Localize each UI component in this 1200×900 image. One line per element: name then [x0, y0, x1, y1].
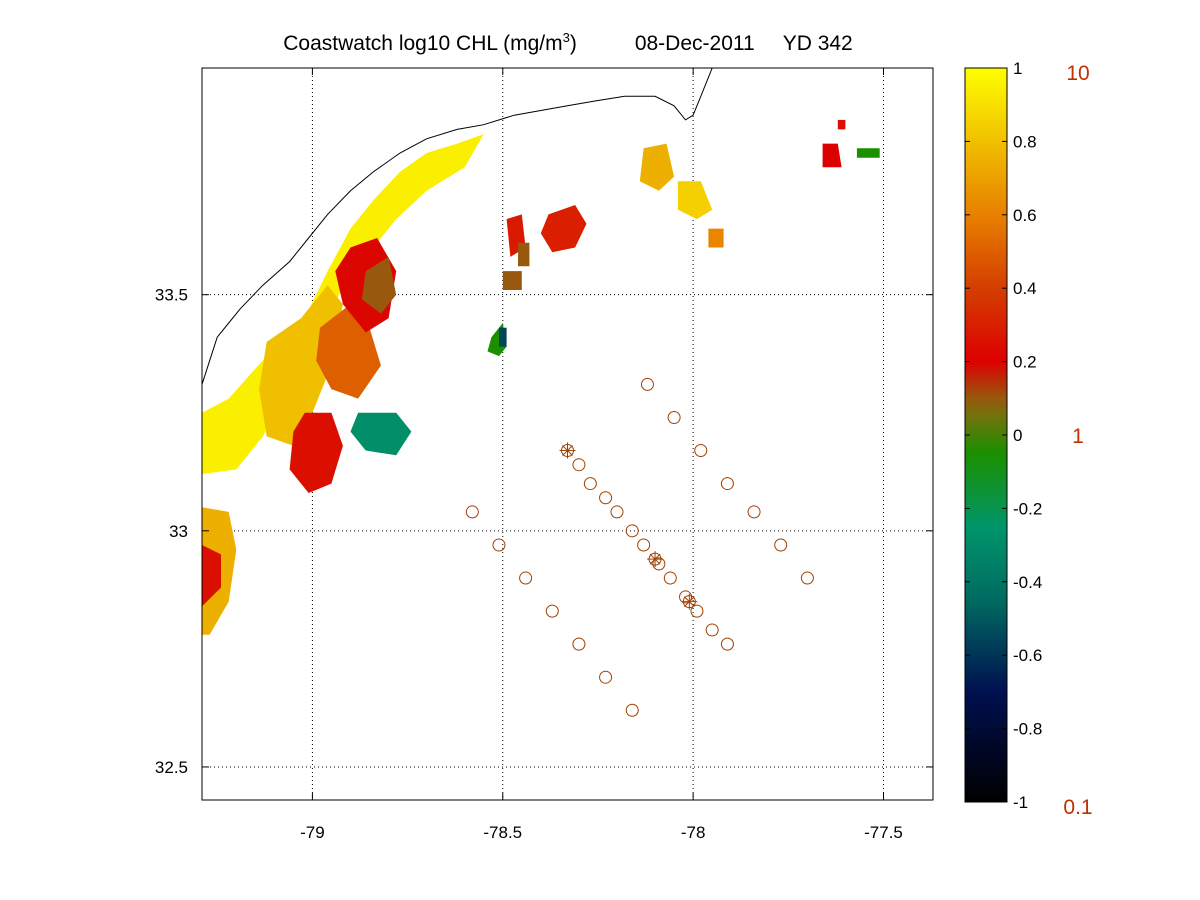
- colorbar-gradient: [965, 68, 1007, 802]
- x-tick-label: -78: [681, 823, 706, 842]
- station-circle: [610, 505, 624, 519]
- chl-patch: [289, 412, 343, 493]
- chl-patch: [361, 256, 397, 314]
- colorbar-tick-label: -0.8: [1013, 720, 1042, 739]
- x-tick-label: -78.5: [483, 823, 522, 842]
- colorbar-tick-label: 0.8: [1013, 132, 1037, 151]
- chl-patch: [837, 119, 846, 130]
- chl-patch: [822, 143, 842, 168]
- station-star-arm: [649, 553, 661, 565]
- station-circle: [667, 410, 681, 424]
- y-tick-label: 33.5: [155, 286, 188, 305]
- x-tick-label: -79: [300, 823, 325, 842]
- colorbar-tick-label: -0.2: [1013, 499, 1042, 518]
- y-tick-label: 33: [169, 522, 188, 541]
- station-circle: [747, 505, 761, 519]
- colorbar-tick-label: -1: [1013, 793, 1028, 812]
- station-star: [559, 442, 576, 459]
- station-circle: [599, 491, 613, 505]
- station-circle: [625, 703, 639, 717]
- colorbar: 1 0.8 0.6 0.4 0.2 0 -0.2 -0.4 -0.6 -0.8 -1 10 1 0.1: [964, 59, 1093, 819]
- station-circle: [694, 444, 708, 458]
- station-circle: [572, 458, 586, 472]
- plot-title: Coastwatch log10 CHL (mg/m3) 08-Dec-2011 Y…: [283, 30, 852, 55]
- x-tick-label: -77.5: [864, 823, 903, 842]
- y-axis: 32.5 33 33.5: [155, 286, 933, 777]
- station-circle: [625, 524, 639, 538]
- chlorophyll-patches: [202, 119, 880, 635]
- station-circle: [679, 590, 693, 604]
- x-axis: -79 -78.5 -78 -77.5: [300, 68, 903, 842]
- colorbar-tick-label: 0: [1013, 426, 1022, 445]
- colorbar-concentration-label: 1: [1072, 425, 1084, 448]
- colorbar-tick-label: -0.6: [1013, 646, 1042, 665]
- colorbar-concentration-label: 10: [1066, 62, 1089, 85]
- y-tick-label: 32.5: [155, 758, 188, 777]
- station-star-arm: [683, 596, 695, 608]
- chl-patch: [499, 327, 507, 347]
- station-circle: [705, 623, 719, 637]
- colorbar-concentration-label: 0.1: [1063, 796, 1092, 819]
- station-markers: [465, 377, 814, 717]
- colorbar-ticks: 1 0.8 0.6 0.4 0.2 0 -0.2 -0.4 -0.6 -0.8 -1: [965, 59, 1042, 812]
- station-circle: [774, 538, 788, 552]
- station-circle: [800, 571, 814, 585]
- chl-patch: [202, 545, 221, 607]
- coastline: [202, 68, 713, 385]
- station-circle: [492, 538, 506, 552]
- station-circle: [545, 604, 559, 618]
- chl-patch: [639, 143, 675, 191]
- chl-patch: [350, 412, 412, 456]
- station-circle: [640, 377, 654, 391]
- station-star: [647, 551, 664, 568]
- station-circle: [465, 505, 479, 519]
- chl-patch: [856, 148, 880, 158]
- colorbar-tick-label: 0.2: [1013, 353, 1037, 372]
- map-frame: [201, 67, 934, 801]
- station-circle: [637, 538, 651, 552]
- colorbar-tick-label: 0.6: [1013, 206, 1037, 225]
- chl-patch: [708, 228, 724, 248]
- chl-patch: [259, 285, 343, 446]
- station-star-arm: [562, 445, 573, 456]
- station-circle: [583, 477, 597, 491]
- station-circle: [663, 571, 677, 585]
- colorbar-concentration-labels: 10 1 0.1: [1063, 62, 1092, 819]
- station-circle: [599, 670, 613, 684]
- station-star: [681, 593, 698, 610]
- station-circle: [572, 637, 586, 651]
- station-circle: [519, 571, 533, 585]
- colorbar-tick-label: 1: [1013, 59, 1022, 78]
- chl-patch: [540, 205, 587, 253]
- map-panel: -79 -78.5 -78 -77.5 32.5 33 33.5: [155, 67, 934, 842]
- station-circle: [652, 557, 666, 571]
- colorbar-tick-label: -0.4: [1013, 573, 1042, 592]
- chl-patch: [502, 271, 522, 290]
- station-circle: [720, 637, 734, 651]
- station-circle: [720, 477, 734, 491]
- chl-patch: [677, 181, 713, 220]
- station-circle: [690, 604, 704, 618]
- colorbar-tick-label: 0.4: [1013, 279, 1037, 298]
- chl-patch: [518, 242, 530, 267]
